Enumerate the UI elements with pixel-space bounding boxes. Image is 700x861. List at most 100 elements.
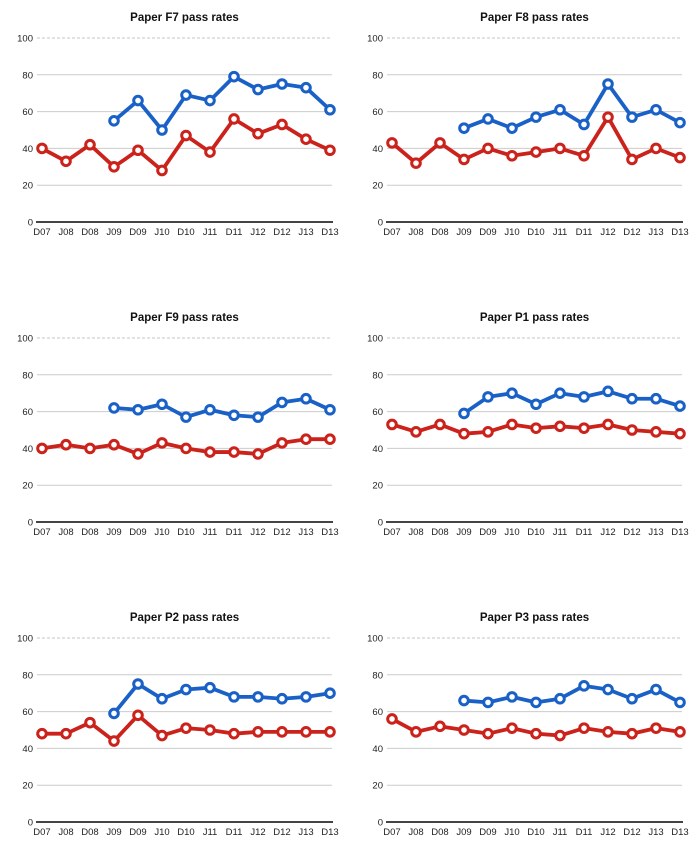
x-tick-label: D11 bbox=[226, 827, 243, 838]
data-point bbox=[554, 103, 566, 116]
data-point bbox=[36, 142, 48, 155]
x-tick-label: J13 bbox=[298, 827, 313, 838]
data-point bbox=[410, 726, 422, 738]
data-point bbox=[602, 726, 614, 738]
x-tick-label: D07 bbox=[383, 827, 400, 838]
y-tick-label: 80 bbox=[372, 370, 383, 381]
x-tick-label: D08 bbox=[431, 227, 448, 238]
data-point bbox=[386, 137, 398, 149]
x-tick-label: D09 bbox=[479, 227, 496, 238]
x-tick-label: J11 bbox=[553, 527, 568, 538]
data-point bbox=[324, 726, 336, 738]
data-point bbox=[626, 392, 638, 405]
data-point bbox=[554, 729, 566, 742]
data-point bbox=[204, 403, 216, 416]
x-tick-label: D13 bbox=[671, 227, 688, 238]
data-point bbox=[602, 385, 614, 398]
x-tick-label: D08 bbox=[431, 527, 448, 538]
data-point bbox=[228, 70, 240, 83]
chart-svg: 0 20 40 60 80 100 D07 J08 D08 J09 D09 J10 D10 J11 D11 J… bbox=[17, 612, 339, 838]
data-point bbox=[530, 422, 542, 434]
data-point bbox=[674, 116, 686, 129]
x-tick-label: J10 bbox=[154, 827, 169, 838]
data-point bbox=[252, 448, 264, 460]
x-tick-label: D08 bbox=[81, 227, 98, 238]
data-point bbox=[578, 149, 590, 162]
chart-paper-p3-pass-rates: 0 20 40 60 80 100 D07 J08 D08 J09 D09 J10 D10 J11 D11 J… bbox=[350, 600, 700, 856]
chart-title: Paper F9 pass rates bbox=[130, 312, 239, 324]
data-point bbox=[602, 683, 614, 696]
chart-title: Paper F7 pass rates bbox=[130, 12, 239, 24]
x-tick-label: D08 bbox=[431, 827, 448, 838]
data-point bbox=[458, 407, 470, 420]
data-point bbox=[204, 724, 216, 736]
series-line-0 bbox=[112, 682, 332, 716]
data-point bbox=[554, 387, 566, 399]
y-tick-label: 80 bbox=[372, 670, 383, 681]
data-point bbox=[300, 433, 312, 445]
data-point bbox=[252, 83, 264, 96]
data-point bbox=[276, 118, 288, 131]
x-tick-label: J09 bbox=[456, 227, 471, 238]
data-point bbox=[386, 418, 398, 431]
data-point bbox=[626, 153, 638, 166]
y-tick-label: 20 bbox=[372, 781, 383, 792]
y-tick-label: 40 bbox=[22, 444, 33, 455]
x-tick-label: D12 bbox=[273, 527, 290, 538]
x-tick-label: D11 bbox=[576, 227, 593, 238]
y-tick-label: 20 bbox=[22, 181, 33, 192]
x-tick-label: J09 bbox=[106, 527, 121, 538]
data-point bbox=[276, 78, 288, 90]
data-point bbox=[180, 683, 192, 696]
x-tick-label: D13 bbox=[321, 227, 338, 238]
data-point bbox=[482, 142, 494, 155]
data-point bbox=[132, 678, 144, 690]
x-tick-label: J13 bbox=[648, 227, 663, 238]
chart-title: Paper P3 pass rates bbox=[480, 612, 589, 624]
x-tick-label: J09 bbox=[106, 827, 121, 838]
data-point bbox=[108, 707, 120, 720]
data-point bbox=[132, 94, 144, 107]
data-point bbox=[60, 438, 72, 451]
x-tick-label: D07 bbox=[33, 527, 50, 538]
data-point bbox=[506, 149, 518, 162]
data-point bbox=[554, 142, 566, 155]
x-tick-label: D09 bbox=[129, 527, 146, 538]
data-point bbox=[324, 403, 336, 416]
data-point bbox=[228, 691, 240, 703]
data-point bbox=[626, 692, 638, 705]
x-tick-label: J13 bbox=[648, 827, 663, 838]
y-tick-label: 100 bbox=[17, 334, 33, 345]
data-point bbox=[156, 124, 168, 136]
data-point bbox=[324, 687, 336, 699]
x-tick-label: D12 bbox=[273, 827, 290, 838]
x-tick-label: J12 bbox=[600, 527, 615, 538]
x-tick-label: D09 bbox=[479, 527, 496, 538]
data-point bbox=[602, 78, 614, 90]
x-tick-label: J13 bbox=[298, 227, 313, 238]
x-tick-label: J09 bbox=[456, 527, 471, 538]
data-point bbox=[132, 144, 144, 157]
data-point bbox=[674, 726, 686, 738]
x-tick-label: D07 bbox=[33, 227, 50, 238]
data-point bbox=[300, 81, 312, 94]
data-point bbox=[530, 111, 542, 123]
data-point bbox=[276, 692, 288, 705]
data-point bbox=[626, 727, 638, 740]
x-tick-label: D07 bbox=[383, 227, 400, 238]
data-point bbox=[252, 127, 264, 140]
x-tick-label: J08 bbox=[58, 527, 73, 538]
data-point bbox=[228, 446, 240, 458]
data-point bbox=[506, 722, 518, 734]
x-tick-label: J10 bbox=[504, 827, 519, 838]
data-point bbox=[650, 142, 662, 155]
data-point bbox=[204, 446, 216, 458]
data-point bbox=[650, 103, 662, 116]
y-tick-label: 0 bbox=[378, 518, 383, 529]
x-tick-label: J10 bbox=[504, 527, 519, 538]
data-point bbox=[108, 402, 120, 414]
data-point bbox=[434, 418, 446, 431]
data-point bbox=[650, 722, 662, 734]
series-line-0 bbox=[462, 389, 682, 416]
x-tick-label: D12 bbox=[623, 527, 640, 538]
